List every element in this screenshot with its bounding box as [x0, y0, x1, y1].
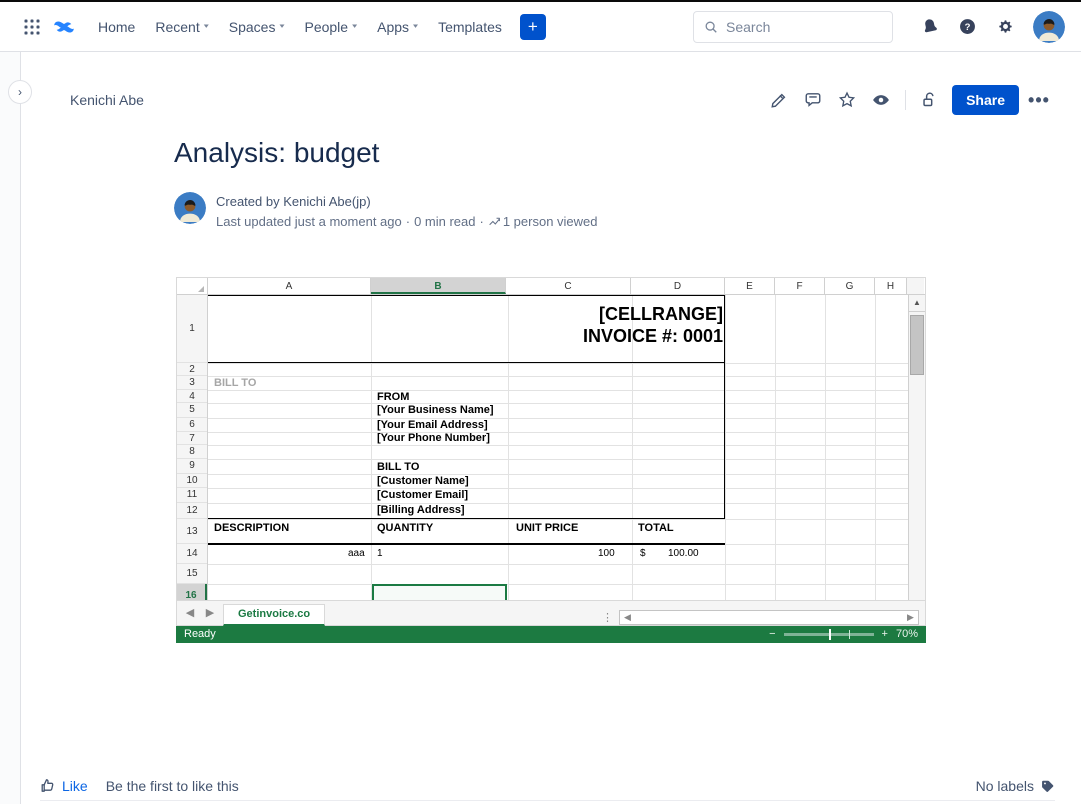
svg-text:?: ? — [964, 22, 970, 33]
